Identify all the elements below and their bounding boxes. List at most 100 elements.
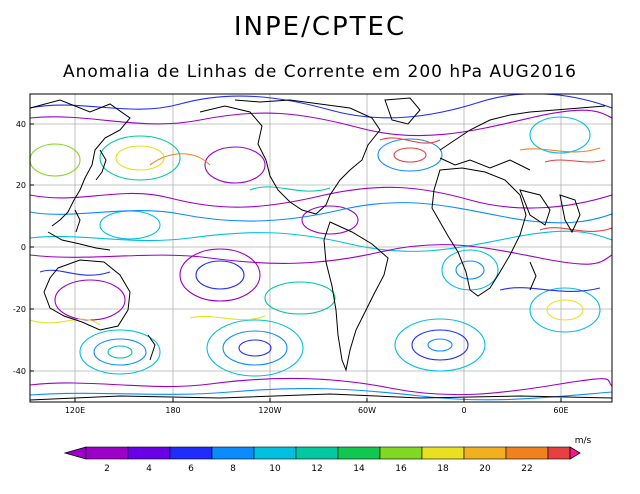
streamline-gyre [222, 330, 288, 366]
lon-label: 60E [553, 406, 568, 415]
streamline [39, 269, 111, 276]
streamline [30, 318, 101, 326]
coastline-arabia [519, 189, 551, 226]
streamline [544, 159, 606, 163]
coastline-india [559, 194, 581, 234]
streamline-gyre [301, 205, 359, 235]
streamline-gyre [238, 339, 272, 357]
streamline [30, 377, 612, 396]
map-frame [29, 93, 613, 403]
streamline [499, 287, 601, 292]
colorbar-label: 4 [146, 464, 152, 474]
streamline-gyre [93, 338, 147, 366]
coastline-philippines [74, 209, 81, 233]
streamline [249, 186, 331, 192]
colorbar-segment [211, 446, 255, 460]
colorbar-segment [463, 446, 507, 460]
streamline-gyre [115, 145, 165, 171]
lat-label: 0 [21, 243, 26, 252]
streamline-gyre [529, 116, 591, 154]
streamline-gyre [204, 146, 266, 184]
lat-label: -20 [13, 305, 26, 314]
streamline-gyre [79, 329, 161, 375]
colorbar-label: 12 [311, 464, 322, 474]
streamline-gyre [195, 260, 245, 290]
colorbar-segment [337, 446, 381, 460]
streamline-gyre [99, 135, 181, 181]
colorbar [63, 446, 581, 460]
coastline-nz [147, 334, 156, 361]
streamline [379, 137, 441, 144]
lat-label: 20 [16, 181, 26, 190]
streamline-gyre [546, 299, 584, 321]
streamline-gyre [393, 147, 427, 163]
colorbar-segment [127, 446, 171, 460]
map-subtitle: Anomalia de Linhas de Corrente em 200 hP… [63, 62, 577, 82]
coastlines [30, 97, 612, 401]
coastline-australia [43, 259, 131, 331]
streamline [189, 315, 266, 321]
coastline-greenland [384, 97, 421, 125]
coastline-europe-north [439, 105, 606, 151]
colorbar-segment [253, 446, 297, 460]
coastline-asia [30, 99, 131, 227]
streamline-gyre [107, 345, 133, 359]
streamline-gyre [455, 260, 485, 280]
streamline-gyre [427, 338, 453, 352]
streamlines [30, 94, 612, 401]
colorbar-segment [547, 446, 571, 460]
lat-label: 40 [16, 120, 26, 129]
colorbar-label: 2 [104, 464, 110, 474]
coastline-na-east [234, 99, 381, 215]
streamline-gyre [179, 248, 261, 302]
lat-label: -40 [13, 367, 26, 376]
streamline [30, 109, 612, 137]
coastline-mediterranean [439, 157, 531, 171]
colorbar-label: 16 [395, 464, 407, 474]
colorbar-right-arrow [569, 446, 581, 460]
streamline [30, 202, 612, 224]
colorbar-label: 18 [437, 464, 449, 474]
coastline-indonesia [47, 231, 111, 251]
map-panel [30, 94, 612, 402]
page-title: INPE/CPTEC [233, 12, 407, 42]
colorbar-label: 20 [479, 464, 491, 474]
lon-label: 60W [358, 406, 376, 415]
lon-label: 120E [65, 406, 85, 415]
colorbar-label: 8 [230, 464, 236, 474]
colorbar-label: 14 [353, 464, 365, 474]
colorbar-left-arrow [63, 446, 87, 460]
colorbar-unit: m/s [575, 436, 592, 446]
colorbar-label: 10 [269, 464, 281, 474]
lon-label: 180 [165, 406, 180, 415]
streamline-gyre [264, 281, 336, 315]
streamline-gyre [411, 329, 469, 361]
streamline [30, 387, 612, 401]
coastline-madagascar [529, 261, 537, 291]
colorbar-segment [295, 446, 339, 460]
colorbar-segment [379, 446, 423, 460]
colorbar-segment [421, 446, 465, 460]
streamline-gyre [377, 138, 443, 172]
coastline-japan [95, 149, 107, 181]
streamline [519, 147, 601, 153]
streamline-gyre [394, 318, 486, 372]
coastline-antarctica [30, 393, 612, 401]
coastline-na-west [199, 105, 317, 215]
streamline [30, 186, 612, 209]
streamline [30, 244, 612, 265]
axis-ticks [30, 123, 562, 402]
colorbar-label: 22 [521, 464, 532, 474]
colorbar-segment [85, 446, 129, 460]
streamline [30, 230, 612, 252]
streamline [149, 153, 211, 166]
lon-label: 0 [461, 406, 466, 415]
lon-label: 120W [258, 406, 281, 415]
colorbar-segment [505, 446, 549, 460]
streamline-gyre [30, 143, 81, 177]
colorbar-label: 6 [188, 464, 194, 474]
colorbar-segment [169, 446, 213, 460]
coastline-africa [431, 167, 527, 297]
streamline-gyre [529, 287, 601, 333]
